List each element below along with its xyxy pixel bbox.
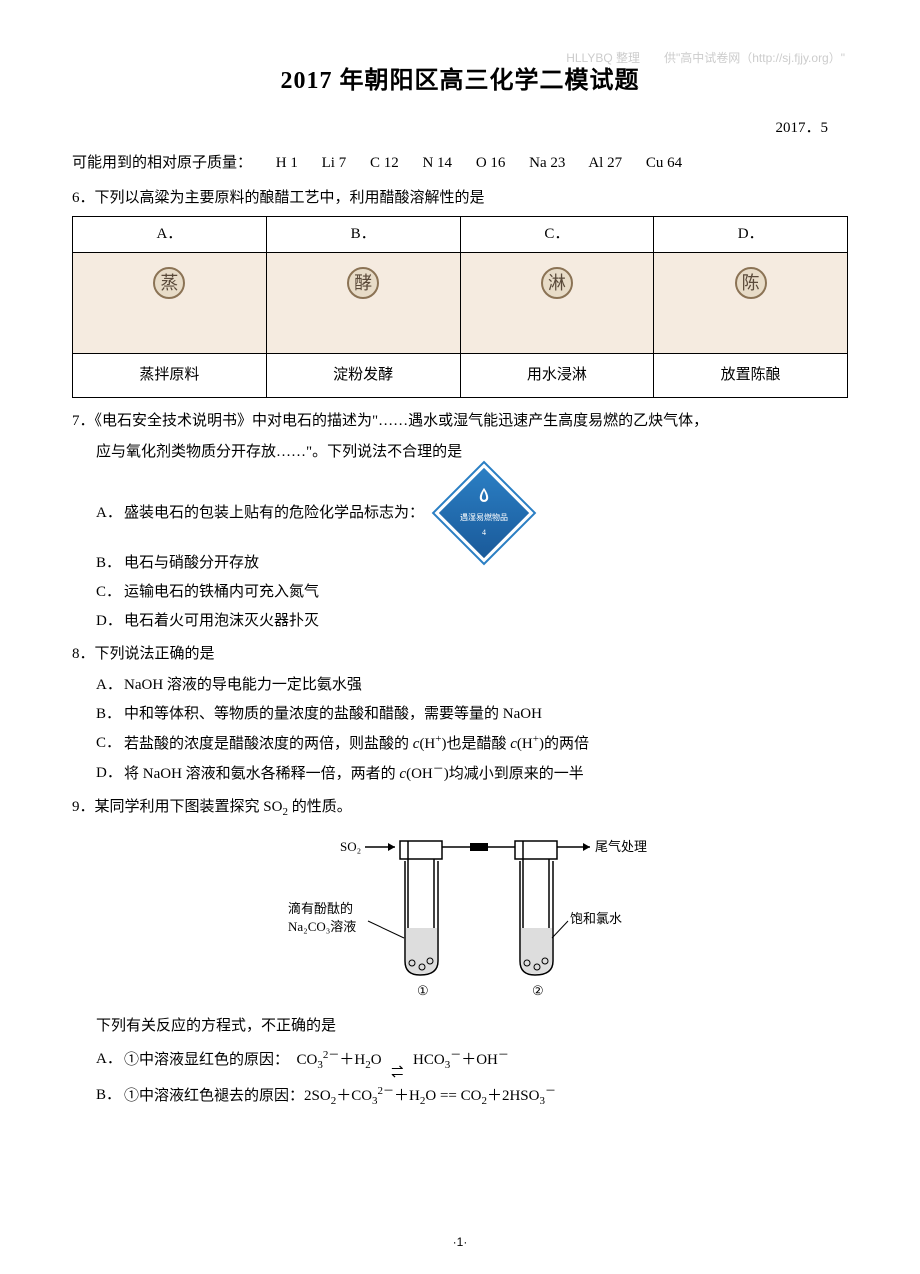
q8-opt-d: D． 将 NaOH 溶液和氨水各稀释一倍，两者的 c(OH－)均减小到原来的一半 xyxy=(72,760,848,788)
q7-num: 7． xyxy=(72,413,95,429)
mass-cu: Cu 64 xyxy=(646,155,682,171)
q6-text: 6．下列以高粱为主要原料的酿醋工艺中，利用醋酸溶解性的是 xyxy=(72,185,848,212)
q8-opt-a: A． NaOH 溶液的导电能力一定比氨水强 xyxy=(72,672,848,699)
q6-h-a: A． xyxy=(73,217,267,253)
q8-d-text: 将 NaOH 溶液和氨水各稀释一倍，两者的 c(OH－)均减小到原来的一半 xyxy=(124,760,584,788)
q7-c-label: C． xyxy=(96,579,124,606)
page-number: ·1· xyxy=(0,1232,920,1254)
char-rinse: 淋 xyxy=(541,267,573,299)
q7-opt-c: C． 运输电石的铁桶内可充入氮气 xyxy=(72,579,848,606)
q6-l-c: 用水浸淋 xyxy=(460,354,654,398)
q8-body: 下列说法正确的是 xyxy=(95,646,215,662)
q6-image-row: 蒸 酵 淋 陈 xyxy=(73,253,848,354)
q7-text: 7．《电石安全技术说明书》中对电石的描述为"……遇水或湿气能迅速产生高度易燃的乙… xyxy=(72,408,848,435)
tail-gas-label: 尾气处理 xyxy=(595,839,647,854)
mass-na: Na 23 xyxy=(529,155,565,171)
left-label-1: 滴有酚酞的 xyxy=(288,901,353,916)
q7-a-label: A． xyxy=(96,500,124,527)
so2-label: SO₂ xyxy=(340,839,361,854)
q9-opt-b: B． ①中溶液红色褪去的原因：2SO2＋CO32－＋H2O == CO2＋2HS… xyxy=(72,1082,848,1112)
left-label-2: Na₂CO₃溶液 xyxy=(288,919,356,934)
q9-b-label: B． xyxy=(96,1082,124,1109)
q6-l-b: 淀粉发酵 xyxy=(266,354,460,398)
mass-li: Li 7 xyxy=(322,155,347,171)
q6-img-d: 陈 xyxy=(654,253,848,354)
header-watermark: HLLYBQ 整理 供"高中试卷网（http://sj.fjjy.org）" xyxy=(566,48,845,70)
q8-opt-c: C． 若盐酸的浓度是醋酸浓度的两倍，则盐酸的 c(H+)也是醋酸 c(H+)的两… xyxy=(72,730,848,758)
q6-img-b: 酵 xyxy=(266,253,460,354)
question-9: 9．某同学利用下图装置探究 SO2 的性质。 SO₂ xyxy=(72,794,848,1111)
q9-num: 9． xyxy=(72,799,95,815)
flame-icon xyxy=(477,486,491,504)
mass-o: O 16 xyxy=(476,155,506,171)
exam-date: 2017．5 xyxy=(72,115,828,142)
sign-num: 4 xyxy=(454,526,514,540)
q6-table: A． B． C． D． 蒸 酵 淋 陈 蒸拌原料 淀粉发酵 用水浸淋 放置陈酿 xyxy=(72,216,848,398)
q6-l-a: 蒸拌原料 xyxy=(73,354,267,398)
q7-d-text: 电石着火可用泡沫灭火器扑灭 xyxy=(124,608,319,635)
q7-b-label: B． xyxy=(96,550,124,577)
mass-c: C 12 xyxy=(370,155,399,171)
atomic-masses: 可能用到的相对原子质量： H 1 Li 7 C 12 N 14 O 16 Na … xyxy=(72,150,848,177)
q8-d-label: D． xyxy=(96,760,124,787)
hazard-sign: 遇湿易燃物品 4 xyxy=(439,478,519,548)
q7-opt-b: B． 电石与硝酸分开存放 xyxy=(72,550,848,577)
q8-b-text: 中和等体积、等物质的量浓度的盐酸和醋酸，需要等量的 NaOH xyxy=(124,701,542,728)
mass-h: H 1 xyxy=(276,155,298,171)
atomic-mass-label: 可能用到的相对原子质量： xyxy=(72,155,252,171)
question-8: 8．下列说法正确的是 A． NaOH 溶液的导电能力一定比氨水强 B． 中和等体… xyxy=(72,641,848,788)
q6-header-row: A． B． C． D． xyxy=(73,217,848,253)
tube-1-num: ① xyxy=(417,983,429,998)
q8-a-label: A． xyxy=(96,672,124,699)
q8-a-text: NaOH 溶液的导电能力一定比氨水强 xyxy=(124,672,362,699)
q6-num: 6． xyxy=(72,190,95,206)
q8-c-text: 若盐酸的浓度是醋酸浓度的两倍，则盐酸的 c(H+)也是醋酸 c(H+)的两倍 xyxy=(124,730,589,758)
apparatus-diagram: SO₂ 尾 xyxy=(72,833,848,1003)
q9-b-text: ①中溶液红色褪去的原因：2SO2＋CO32－＋H2O == CO2＋2HSO3－ xyxy=(124,1082,556,1112)
char-steam: 蒸 xyxy=(153,267,185,299)
q7-d-label: D． xyxy=(96,608,124,635)
char-ferment: 酵 xyxy=(347,267,379,299)
q7-opt-d: D． 电石着火可用泡沫灭火器扑灭 xyxy=(72,608,848,635)
q9-subtext: 下列有关反应的方程式，不正确的是 xyxy=(72,1013,848,1040)
q7-c-text: 运输电石的铁桶内可充入氮气 xyxy=(124,579,319,606)
q6-h-b: B． xyxy=(266,217,460,253)
q8-text: 8．下列说法正确的是 xyxy=(72,641,848,668)
q6-body: 下列以高粱为主要原料的酿醋工艺中，利用醋酸溶解性的是 xyxy=(95,190,485,206)
q7-body1: 《电石安全技术说明书》中对电石的描述为"……遇水或湿气能迅速产生高度易燃的乙炔气… xyxy=(95,413,709,429)
q6-img-a: 蒸 xyxy=(73,253,267,354)
q9-body: 某同学利用下图装置探究 SO2 的性质。 xyxy=(95,799,352,815)
char-age: 陈 xyxy=(735,267,767,299)
q9-text: 9．某同学利用下图装置探究 SO2 的性质。 xyxy=(72,794,848,823)
q9-opt-a: A． ①中溶液显红色的原因： CO32－＋H2O ⇀↽ HCO3－＋OH－ xyxy=(72,1046,848,1076)
q6-h-c: C． xyxy=(460,217,654,253)
mass-al: Al 27 xyxy=(588,155,622,171)
question-6: 6．下列以高粱为主要原料的酿醋工艺中，利用醋酸溶解性的是 A． B． C． D．… xyxy=(72,185,848,398)
right-label: 饱和氯水 xyxy=(570,911,622,926)
question-7: 7．《电石安全技术说明书》中对电石的描述为"……遇水或湿气能迅速产生高度易燃的乙… xyxy=(72,408,848,635)
tube-2-num: ② xyxy=(532,983,544,998)
q6-img-c: 淋 xyxy=(460,253,654,354)
q7-body2: 应与氧化剂类物质分开存放……"。下列说法不合理的是 xyxy=(72,439,848,466)
q8-b-label: B． xyxy=(96,701,124,728)
sign-text: 遇湿易燃物品 xyxy=(454,511,514,525)
q9-a-label: A． xyxy=(96,1046,124,1073)
q8-opt-b: B． 中和等体积、等物质的量浓度的盐酸和醋酸，需要等量的 NaOH xyxy=(72,701,848,728)
mass-n: N 14 xyxy=(422,155,452,171)
q8-num: 8． xyxy=(72,646,95,662)
q7-a-text: 盛装电石的包装上贴有的危险化学品标志为： xyxy=(124,500,424,527)
q7-opt-a: A． 盛装电石的包装上贴有的危险化学品标志为： 遇湿易燃物品 4 xyxy=(72,478,848,548)
q7-b-text: 电石与硝酸分开存放 xyxy=(124,550,259,577)
q8-c-label: C． xyxy=(96,730,124,757)
q6-l-d: 放置陈酿 xyxy=(654,354,848,398)
q9-a-text: ①中溶液显红色的原因： CO32－＋H2O ⇀↽ HCO3－＋OH－ xyxy=(124,1046,509,1076)
q6-label-row: 蒸拌原料 淀粉发酵 用水浸淋 放置陈酿 xyxy=(73,354,848,398)
q6-h-d: D． xyxy=(654,217,848,253)
